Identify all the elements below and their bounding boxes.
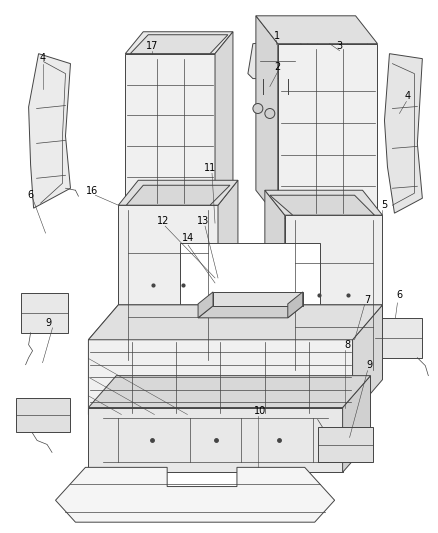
Polygon shape bbox=[285, 215, 382, 375]
Polygon shape bbox=[88, 305, 382, 415]
Polygon shape bbox=[265, 190, 285, 375]
Polygon shape bbox=[353, 305, 382, 415]
Text: 10: 10 bbox=[254, 406, 266, 416]
Polygon shape bbox=[118, 180, 238, 205]
Text: 2: 2 bbox=[275, 62, 281, 71]
Circle shape bbox=[265, 109, 275, 118]
Text: 8: 8 bbox=[345, 340, 351, 350]
Text: 4: 4 bbox=[404, 91, 410, 101]
Text: 3: 3 bbox=[336, 41, 343, 51]
Text: 1: 1 bbox=[274, 31, 280, 41]
Text: 14: 14 bbox=[182, 233, 194, 243]
Polygon shape bbox=[248, 39, 303, 78]
Polygon shape bbox=[213, 292, 303, 306]
Polygon shape bbox=[88, 408, 343, 472]
Text: 5: 5 bbox=[381, 200, 388, 210]
Polygon shape bbox=[88, 305, 382, 340]
Text: 16: 16 bbox=[86, 186, 99, 196]
Polygon shape bbox=[125, 54, 215, 208]
Text: 13: 13 bbox=[197, 216, 209, 226]
Text: 9: 9 bbox=[367, 360, 373, 370]
Polygon shape bbox=[56, 467, 335, 522]
Text: 4: 4 bbox=[39, 53, 46, 63]
Polygon shape bbox=[385, 54, 422, 213]
Polygon shape bbox=[270, 195, 374, 215]
Polygon shape bbox=[343, 376, 371, 472]
Polygon shape bbox=[265, 190, 382, 215]
Circle shape bbox=[253, 103, 263, 114]
Text: 6: 6 bbox=[28, 190, 34, 200]
Polygon shape bbox=[126, 185, 230, 205]
Polygon shape bbox=[118, 205, 218, 365]
Polygon shape bbox=[88, 376, 371, 408]
Polygon shape bbox=[21, 293, 68, 333]
Text: 12: 12 bbox=[157, 216, 170, 226]
Text: 17: 17 bbox=[146, 41, 159, 51]
Polygon shape bbox=[125, 32, 233, 54]
Polygon shape bbox=[374, 318, 422, 358]
Polygon shape bbox=[288, 292, 303, 318]
Polygon shape bbox=[318, 427, 372, 462]
Polygon shape bbox=[130, 35, 228, 54]
Text: 6: 6 bbox=[396, 290, 403, 300]
Text: 11: 11 bbox=[204, 163, 216, 173]
Polygon shape bbox=[16, 398, 71, 432]
Polygon shape bbox=[256, 16, 278, 218]
Text: 9: 9 bbox=[46, 318, 52, 328]
Bar bbox=[180, 243, 320, 333]
Text: 7: 7 bbox=[364, 295, 371, 305]
Polygon shape bbox=[218, 180, 238, 365]
Polygon shape bbox=[198, 306, 303, 318]
Polygon shape bbox=[198, 292, 213, 318]
Polygon shape bbox=[28, 54, 71, 208]
Polygon shape bbox=[278, 44, 378, 218]
Polygon shape bbox=[256, 16, 378, 44]
Polygon shape bbox=[215, 32, 233, 208]
